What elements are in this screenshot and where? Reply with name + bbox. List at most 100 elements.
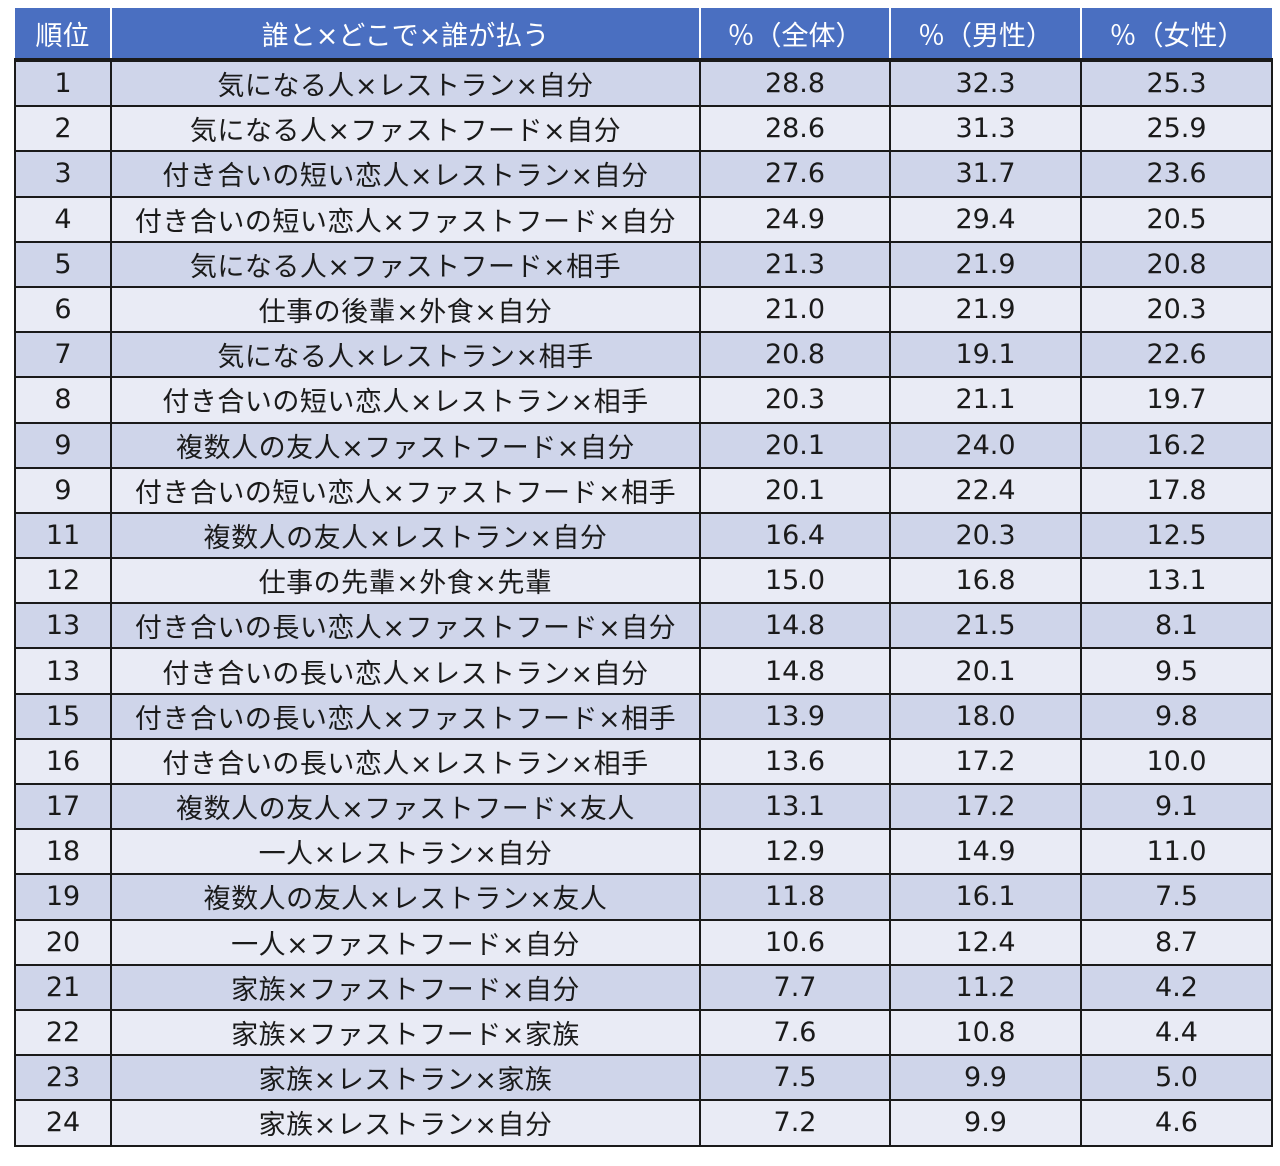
percent-female-cell: 16.2 [1080, 421, 1273, 469]
percent-male-cell: 29.4 [889, 195, 1082, 243]
table-header: 順位 誰と×どこで×誰が払う ％（全体） ％（男性） ％（女性） [15, 8, 1272, 62]
combination-cell: 一人×レストラン×自分 [110, 828, 701, 876]
percent-male-cell: 12.4 [889, 918, 1082, 966]
table-row: 4 付き合いの短い恋人×ファストフード×自分 24.9 29.4 20.5 [14, 195, 1273, 243]
rank-cell: 1 [14, 58, 112, 108]
table-row: 20 一人×ファストフード×自分 10.6 12.4 8.7 [14, 918, 1273, 966]
percent-all-cell: 14.8 [699, 647, 891, 695]
percent-all-cell: 15.0 [699, 557, 891, 605]
percent-female-cell: 9.8 [1080, 692, 1273, 740]
rank-cell: 13 [14, 602, 112, 650]
percent-female-cell: 20.5 [1080, 195, 1273, 243]
header-percent-female: ％（女性） [1080, 8, 1272, 62]
combination-cell: 付き合いの短い恋人×レストラン×自分 [110, 150, 701, 198]
percent-all-cell: 13.1 [699, 782, 891, 831]
rank-cell: 11 [14, 511, 112, 560]
percent-male-cell: 22.4 [889, 466, 1082, 514]
table-row: 3 付き合いの短い恋人×レストラン×自分 27.6 31.7 23.6 [14, 150, 1273, 198]
rank-cell: 8 [14, 376, 112, 424]
ranking-table: 順位 誰と×どこで×誰が払う ％（全体） ％（男性） ％（女性） 1 気になる人×… [14, 8, 1273, 1147]
percent-female-cell: 4.4 [1080, 1008, 1273, 1057]
combination-cell: 付き合いの長い恋人×ファストフード×相手 [110, 692, 701, 740]
percent-female-cell: 4.2 [1080, 963, 1273, 1011]
percent-female-cell: 13.1 [1080, 557, 1273, 605]
rank-cell: 21 [14, 963, 112, 1011]
rank-cell: 3 [14, 150, 112, 198]
combination-cell: 付き合いの短い恋人×ファストフード×相手 [110, 466, 701, 514]
combination-cell: 付き合いの長い恋人×レストラン×自分 [110, 647, 701, 695]
percent-male-cell: 21.5 [889, 602, 1082, 650]
percent-male-cell: 14.9 [889, 828, 1082, 876]
percent-female-cell: 20.3 [1080, 285, 1273, 334]
table-body: 1 気になる人×レストラン×自分 28.8 32.3 25.3 2 気になる人×ファストフー… [14, 58, 1273, 1147]
combination-cell: 家族×レストラン×自分 [110, 1099, 701, 1147]
table-row: 13 付き合いの長い恋人×レストラン×自分 14.8 20.1 9.5 [14, 647, 1273, 695]
percent-male-cell: 19.1 [889, 331, 1082, 379]
combination-cell: 家族×レストラン×家族 [110, 1054, 701, 1102]
percent-female-cell: 8.1 [1080, 602, 1273, 650]
rank-cell: 4 [14, 195, 112, 243]
percent-female-cell: 9.5 [1080, 647, 1273, 695]
rank-cell: 12 [14, 557, 112, 605]
percent-female-cell: 25.3 [1080, 58, 1273, 108]
percent-all-cell: 21.0 [699, 285, 891, 334]
percent-male-cell: 17.2 [889, 737, 1082, 786]
combination-cell: 複数人の友人×ファストフード×友人 [110, 782, 701, 831]
percent-all-cell: 20.1 [699, 421, 891, 469]
table-row: 24 家族×レストラン×自分 7.2 9.9 4.6 [14, 1099, 1273, 1147]
percent-female-cell: 11.0 [1080, 828, 1273, 876]
percent-all-cell: 13.9 [699, 692, 891, 740]
table-row: 13 付き合いの長い恋人×ファストフード×自分 14.8 21.5 8.1 [14, 602, 1273, 650]
table-row: 21 家族×ファストフード×自分 7.7 11.2 4.2 [14, 963, 1273, 1011]
percent-all-cell: 7.2 [699, 1099, 891, 1147]
table-row: 12 仕事の先輩×外食×先輩 15.0 16.8 13.1 [14, 557, 1273, 605]
percent-male-cell: 16.8 [889, 557, 1082, 605]
rank-cell: 24 [14, 1099, 112, 1147]
combination-cell: 気になる人×レストラン×自分 [110, 58, 701, 108]
rank-cell: 9 [14, 421, 112, 469]
percent-male-cell: 20.3 [889, 511, 1082, 560]
rank-cell: 13 [14, 647, 112, 695]
percent-male-cell: 21.9 [889, 285, 1082, 334]
rank-cell: 23 [14, 1054, 112, 1102]
combination-cell: 付き合いの長い恋人×ファストフード×自分 [110, 602, 701, 650]
percent-male-cell: 11.2 [889, 963, 1082, 1011]
header-rank: 順位 [15, 8, 112, 62]
percent-all-cell: 7.7 [699, 963, 891, 1011]
combination-cell: 仕事の先輩×外食×先輩 [110, 557, 701, 605]
combination-cell: 一人×ファストフード×自分 [110, 918, 701, 966]
percent-female-cell: 20.8 [1080, 240, 1273, 288]
percent-all-cell: 13.6 [699, 737, 891, 786]
percent-all-cell: 14.8 [699, 602, 891, 650]
table-row: 7 気になる人×レストラン×相手 20.8 19.1 22.6 [14, 331, 1273, 379]
percent-female-cell: 23.6 [1080, 150, 1273, 198]
header-percent-all: ％（全体） [699, 8, 891, 62]
table-row: 8 付き合いの短い恋人×レストラン×相手 20.3 21.1 19.7 [14, 376, 1273, 424]
rank-cell: 19 [14, 873, 112, 921]
rank-cell: 20 [14, 918, 112, 966]
rank-cell: 6 [14, 285, 112, 334]
percent-all-cell: 11.8 [699, 873, 891, 921]
percent-all-cell: 28.6 [699, 105, 891, 153]
percent-female-cell: 9.1 [1080, 782, 1273, 831]
table-row: 11 複数人の友人×レストラン×自分 16.4 20.3 12.5 [14, 511, 1273, 560]
percent-female-cell: 22.6 [1080, 331, 1273, 379]
percent-female-cell: 7.5 [1080, 873, 1273, 921]
table-row: 6 仕事の後輩×外食×自分 21.0 21.9 20.3 [14, 285, 1273, 334]
percent-female-cell: 10.0 [1080, 737, 1273, 786]
percent-female-cell: 25.9 [1080, 105, 1273, 153]
percent-male-cell: 31.3 [889, 105, 1082, 153]
header-combination: 誰と×どこで×誰が払う [110, 8, 701, 62]
combination-cell: 気になる人×レストラン×相手 [110, 331, 701, 379]
combination-cell: 家族×ファストフード×家族 [110, 1008, 701, 1057]
percent-female-cell: 5.0 [1080, 1054, 1273, 1102]
percent-female-cell: 8.7 [1080, 918, 1273, 966]
rank-cell: 9 [14, 466, 112, 514]
combination-cell: 仕事の後輩×外食×自分 [110, 285, 701, 334]
percent-male-cell: 24.0 [889, 421, 1082, 469]
percent-male-cell: 16.1 [889, 873, 1082, 921]
table-row: 18 一人×レストラン×自分 12.9 14.9 11.0 [14, 828, 1273, 876]
percent-all-cell: 20.1 [699, 466, 891, 514]
rank-cell: 18 [14, 828, 112, 876]
combination-cell: 複数人の友人×ファストフード×自分 [110, 421, 701, 469]
